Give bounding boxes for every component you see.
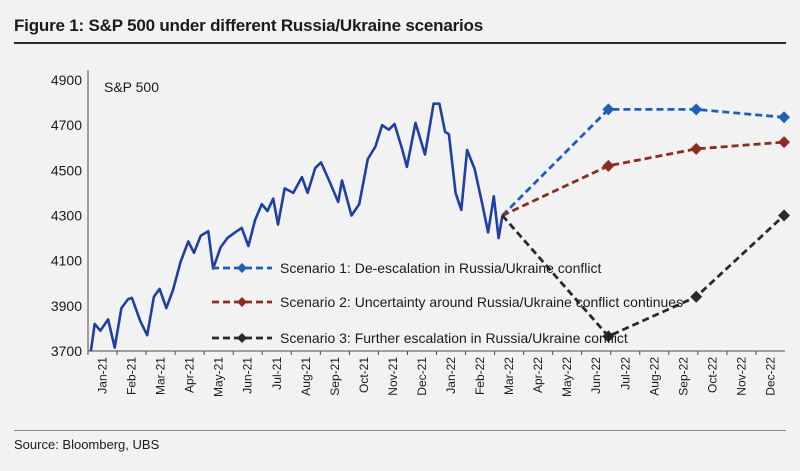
x-tick-label: Dec-22	[763, 357, 777, 396]
x-tick-label: Nov-22	[734, 357, 748, 396]
x-tick-label: Nov-21	[386, 357, 400, 396]
scenario-layer	[501, 103, 791, 343]
y-tick-label: 4300	[51, 208, 82, 224]
x-tick-label: Feb-22	[473, 357, 487, 395]
scenario-1-line	[501, 108, 785, 217]
scenario-3-marker	[778, 209, 791, 222]
history-layer	[89, 102, 504, 352]
x-tick-label: May-21	[212, 357, 226, 397]
scenario-3-marker	[690, 290, 703, 303]
x-tick-label: Mar-21	[154, 357, 168, 395]
scenario-1-marker	[690, 103, 703, 116]
x-tick-label: Jun-21	[241, 357, 255, 394]
x-tick-label: Apr-22	[531, 357, 545, 393]
scenario-1-marker	[778, 111, 791, 124]
x-tick-label: Feb-21	[125, 357, 139, 395]
x-tick-label: May-22	[560, 357, 574, 397]
scenario-2-marker	[690, 142, 703, 155]
legend-label-2: Scenario 2: Uncertainty around Russia/Uk…	[280, 294, 683, 310]
scenario-3-line	[501, 214, 785, 339]
y-tick-label: 3900	[51, 298, 82, 314]
x-tick-label: Jul-21	[270, 357, 284, 390]
y-tick-label: 3700	[51, 343, 82, 359]
scenario-3-marker	[602, 330, 615, 343]
x-tick-label: Sep-21	[328, 357, 342, 396]
x-tick-label: Sep-22	[676, 357, 690, 396]
scenario-2-line	[501, 140, 785, 217]
x-tick-label: Oct-22	[705, 357, 719, 393]
scenario-1-marker	[602, 103, 615, 116]
chart: 3700 3900 4100 4300 4500 4700 4900 Jan-21 Feb-21…	[51, 70, 791, 397]
y-tick-label: 4500	[51, 162, 82, 178]
legend-marker-2	[237, 297, 247, 307]
legend-label-1: Scenario 1: De-escalation in Russia/Ukra…	[280, 260, 601, 276]
source-note: Source: Bloomberg, UBS	[14, 437, 160, 452]
x-tick-label: Oct-21	[357, 357, 371, 393]
bottom-rule	[14, 430, 786, 431]
x-tick-label: Aug-21	[299, 357, 313, 396]
legend: Scenario 1: De-escalation in Russia/Ukra…	[212, 260, 683, 346]
sp500-history-line	[89, 102, 504, 352]
x-tick-label: Jan-22	[444, 357, 458, 394]
x-tick-label: Aug-22	[647, 357, 661, 396]
scenario-2-marker	[778, 136, 791, 149]
legend-marker-3	[237, 333, 247, 343]
axes: 3700 3900 4100 4300 4500 4700 4900 Jan-21 Feb-21…	[51, 70, 785, 397]
scenario-2-marker	[602, 159, 615, 172]
legend-marker-1	[237, 263, 247, 273]
title-rule	[14, 42, 786, 44]
y-tick-label: 4100	[51, 253, 82, 269]
x-tick-label: Jun-22	[589, 357, 603, 394]
x-tick-label: Jan-21	[96, 357, 110, 394]
x-tick-label: Jul-22	[618, 357, 632, 390]
figure-title: Figure 1: S&P 500 under different Russia…	[14, 16, 483, 35]
legend-label-3: Scenario 3: Further escalation in Russia…	[280, 330, 628, 346]
x-tick-label: Mar-22	[502, 357, 516, 395]
y-tick-label: 4700	[51, 117, 82, 133]
y-tick-label: 4900	[51, 72, 82, 88]
x-tick-label: Dec-21	[415, 357, 429, 396]
x-tick-label: Apr-21	[183, 357, 197, 393]
series-label: S&P 500	[104, 79, 159, 95]
